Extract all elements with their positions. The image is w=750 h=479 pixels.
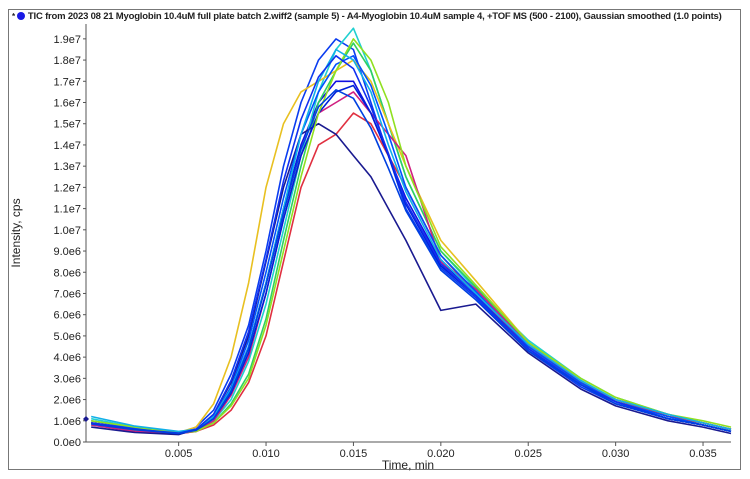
series-line-s2 — [91, 38, 732, 435]
series-line-s9 — [91, 54, 732, 434]
y-tick-label: 3.0e6 — [53, 373, 81, 385]
series-line-s12 — [91, 48, 732, 433]
x-tick-label: 0.025 — [514, 448, 542, 460]
cursor-marker-icon — [83, 416, 89, 422]
y-tick-label: 9.0e6 — [53, 246, 81, 258]
chart-frame — [8, 9, 741, 470]
series-line-s3 — [91, 27, 732, 434]
y-tick-label: 5.0e6 — [53, 331, 81, 343]
series-layer — [91, 27, 732, 436]
y-tick-label: 8.0e6 — [53, 267, 81, 279]
series-line-s10 — [91, 84, 732, 435]
y-tick-label: 1.9e7 — [53, 34, 81, 46]
y-tick-label: 4.0e6 — [53, 352, 81, 364]
y-tick-label: 1.2e7 — [53, 182, 81, 194]
x-tick-label: 0.015 — [340, 448, 368, 460]
y-tick-label: 1.4e7 — [53, 140, 81, 152]
y-tick-label: 1.5e7 — [53, 119, 81, 131]
y-tick-label: 0.0e0 — [53, 437, 81, 449]
y-tick-label: 6.0e6 — [53, 310, 81, 322]
y-tick-label: 1.0e7 — [53, 225, 81, 237]
y-tick-label: 1.1e7 — [53, 204, 81, 216]
series-line-s7 — [91, 91, 732, 435]
y-tick-label: 1.7e7 — [53, 76, 81, 88]
ticks-layer: 0.005 0.010 0.015 0.020 0.025 0.030 0.035 0.0e0… — [53, 34, 716, 460]
chart-title: * TIC from 2023 08 21 Myoglobin 10.4uM fu… — [12, 11, 722, 22]
y-tick-label: 2.0e6 — [53, 395, 81, 407]
y-tick-label: 1.6e7 — [53, 98, 81, 110]
x-tick-label: 0.020 — [427, 448, 455, 460]
series-line-s13 — [91, 54, 732, 434]
y-tick-label: 7.0e6 — [53, 288, 81, 300]
x-tick-label: 0.035 — [689, 448, 717, 460]
series-line-s1 — [91, 80, 732, 435]
x-axis-label: Time, min — [382, 458, 434, 472]
chart-title-text: TIC from 2023 08 21 Myoglobin 10.4uM ful… — [27, 11, 722, 22]
x-tick-label: 0.030 — [602, 448, 630, 460]
x-tick-label: 0.005 — [165, 448, 193, 460]
y-tick-label: 1.0e6 — [53, 416, 81, 428]
series-dot-icon — [16, 12, 25, 20]
series-line-s6 — [91, 59, 732, 434]
title-marker: * — [12, 12, 15, 21]
series-line-s4 — [91, 42, 732, 435]
series-line-s11 — [91, 38, 732, 434]
y-tick-label: 1.8e7 — [53, 55, 81, 67]
x-tick-label: 0.010 — [252, 448, 280, 460]
series-line-s14 — [91, 89, 732, 435]
y-axis-label: Intensity, cps — [9, 198, 23, 267]
series-line-s5 — [91, 112, 732, 435]
y-tick-label: 1.3e7 — [53, 161, 81, 173]
